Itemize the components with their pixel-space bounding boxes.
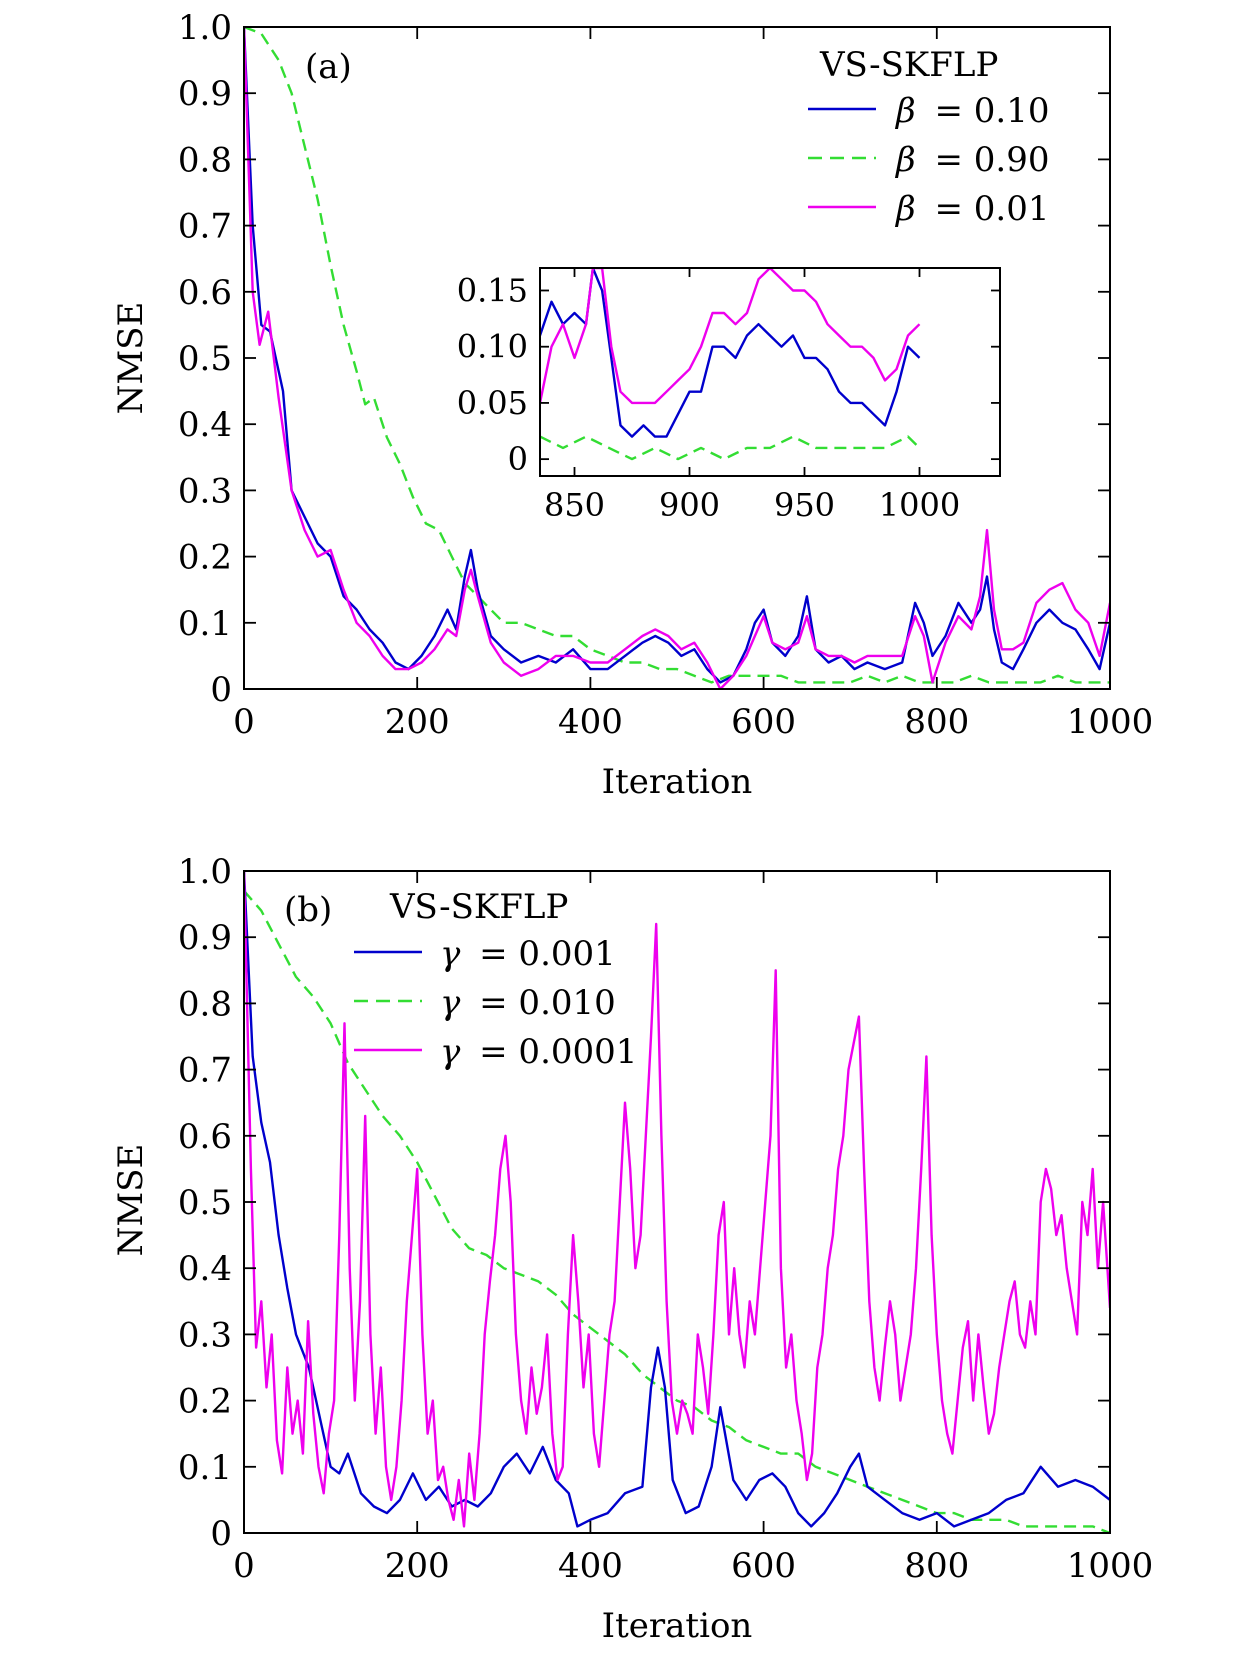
x-tick-label: 600 xyxy=(731,702,796,742)
legend-label-gamma-0.0001: γ = 0.0001 xyxy=(440,1032,637,1072)
x-tick-label: 800 xyxy=(904,702,969,742)
y-tick-label: 0.8 xyxy=(178,140,232,180)
legend-label-beta-0.90: β = 0.90 xyxy=(894,140,1049,180)
panel-b-y-axis-title: NMSE xyxy=(111,1144,151,1257)
panel-a-frame xyxy=(243,26,1111,690)
series-line-0.10 xyxy=(244,27,1110,684)
legend-label-gamma-0.010: γ = 0.010 xyxy=(440,983,616,1023)
y-tick-label: 0 xyxy=(210,1514,232,1554)
y-tick-label: 0.7 xyxy=(178,1051,232,1091)
legend-value: = 0.001 xyxy=(479,934,616,974)
y-tick-label: 0.8 xyxy=(178,984,232,1024)
legend-symbol: γ xyxy=(440,934,461,974)
y-tick-label: 0 xyxy=(210,670,232,710)
legend-value: = 0.010 xyxy=(479,983,616,1023)
series-line-0.0001 xyxy=(244,871,1110,1528)
panel-a-y-axis-title: NMSE xyxy=(111,302,151,415)
panel-b-plot-area xyxy=(244,871,1110,1533)
legend-symbol: β xyxy=(894,91,916,131)
panel-a-inset: 850 900 950 1000 0 0.05 0.10 0.15 xyxy=(457,267,1001,524)
legend-value: = 0.0001 xyxy=(479,1032,637,1072)
panel-a-legend: VS-SKFLP β = 0.10 β = 0.90 β = 0.01 xyxy=(808,45,1049,229)
y-tick-label: 0.6 xyxy=(178,273,232,313)
x-tick-label: 1000 xyxy=(1067,1546,1154,1586)
legend-value: = 0.01 xyxy=(934,189,1049,229)
legend-label-gamma-0.001: γ = 0.001 xyxy=(440,934,616,974)
x-tick-label: 850 xyxy=(544,486,605,524)
panel-b-axes: 0 200 400 600 800 1000 0 0.1 0.2 0.3 0.4 0.5 0.6 0.7 0… xyxy=(178,852,1153,1586)
y-tick-label: 0.9 xyxy=(178,74,232,114)
y-tick-label: 0.7 xyxy=(178,207,232,247)
y-tick-label: 0.1 xyxy=(178,604,232,644)
series-line-0.01 xyxy=(244,27,1110,689)
panel-b-x-axis-title: Iteration xyxy=(602,1606,753,1646)
y-tick-label: 0.5 xyxy=(178,339,232,379)
x-tick-label: 900 xyxy=(659,486,720,524)
x-tick-label: 600 xyxy=(731,1546,796,1586)
inset-plot-area xyxy=(540,268,921,461)
legend-label-beta-0.10: β = 0.10 xyxy=(894,91,1049,131)
panel-b-legend: VS-SKFLP γ = 0.001 γ = 0.010 γ = 0.0001 xyxy=(354,887,637,1072)
legend-symbol: γ xyxy=(440,983,461,1023)
y-tick-label: 0.10 xyxy=(457,328,528,366)
panel-a-x-axis-title: Iteration xyxy=(602,762,753,802)
y-tick-label: 0.6 xyxy=(178,1117,232,1157)
series-line-inset-0 xyxy=(540,268,921,438)
x-tick-label: 950 xyxy=(774,486,835,524)
x-tick-label: 0 xyxy=(233,1546,255,1586)
inset-frame xyxy=(539,267,1001,477)
x-tick-label: 0 xyxy=(233,702,255,742)
y-tick-label: 0.05 xyxy=(457,384,528,422)
legend-title: VS-SKFLP xyxy=(389,887,568,927)
y-tick-label: 0 xyxy=(508,440,528,478)
legend-symbol: γ xyxy=(440,1032,461,1072)
y-tick-label: 0.3 xyxy=(178,1315,232,1355)
series-line-inset-2 xyxy=(540,268,921,405)
x-tick-label: 1000 xyxy=(879,486,960,524)
y-tick-label: 0.3 xyxy=(178,471,232,511)
series-line-0.90 xyxy=(244,27,1110,684)
y-tick-label: 0.4 xyxy=(178,1249,232,1289)
series-line-0.010 xyxy=(244,890,1110,1533)
x-tick-label: 400 xyxy=(558,1546,623,1586)
x-tick-label: 400 xyxy=(558,702,623,742)
x-tick-label: 1000 xyxy=(1067,702,1154,742)
y-tick-label: 0.5 xyxy=(178,1183,232,1223)
y-tick-label: 0.9 xyxy=(178,918,232,958)
y-tick-label: 0.1 xyxy=(178,1448,232,1488)
legend-value: = 0.90 xyxy=(934,140,1049,180)
y-tick-label: 0.15 xyxy=(457,271,528,309)
panel-b-tag: (b) xyxy=(284,890,332,930)
inset-axes: 850 900 950 1000 0 0.05 0.10 0.15 xyxy=(457,268,1000,524)
y-tick-label: 1.0 xyxy=(178,852,232,892)
inset-background xyxy=(540,268,1000,476)
series-line-inset-1 xyxy=(540,435,921,461)
panel-b-frame xyxy=(243,870,1111,1534)
y-tick-label: 0.2 xyxy=(178,1382,232,1422)
panel-a-plot-area xyxy=(244,27,1110,689)
y-tick-label: 0.4 xyxy=(178,405,232,445)
y-tick-label: 0.2 xyxy=(178,538,232,578)
legend-symbol: β xyxy=(894,189,916,229)
y-tick-label: 1.0 xyxy=(178,8,232,48)
legend-symbol: β xyxy=(894,140,916,180)
legend-value: = 0.10 xyxy=(934,91,1049,131)
panel-b-chart: 0 200 400 600 800 1000 0 0.1 0.2 0.3 0.4 0.5 0.6 0.7 0… xyxy=(111,852,1153,1646)
x-tick-label: 800 xyxy=(904,1546,969,1586)
series-line-0.001 xyxy=(244,871,1110,1528)
x-tick-label: 200 xyxy=(385,1546,450,1586)
legend-title: VS-SKFLP xyxy=(819,45,998,85)
legend-label-beta-0.01: β = 0.01 xyxy=(894,189,1049,229)
x-tick-label: 200 xyxy=(385,702,450,742)
panel-a-tag: (a) xyxy=(305,47,352,87)
